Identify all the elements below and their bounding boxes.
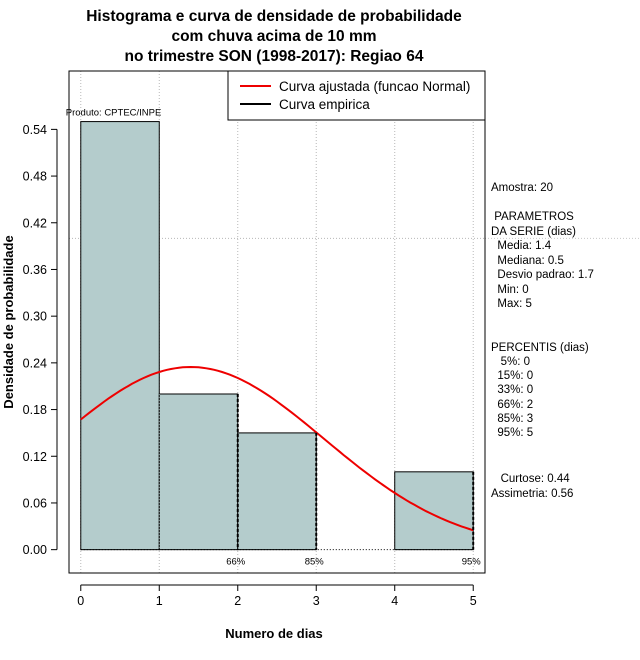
stat-max: Max: 5 (491, 298, 532, 310)
stat-curtose: Curtose: 0.44 (491, 473, 570, 485)
y-tick-label: 0.42 (23, 216, 47, 230)
histogram-bar (394, 471, 474, 551)
stat-percentis-title: PERCENTIS (dias) (491, 342, 589, 354)
percentile-label: 85% (305, 557, 325, 568)
x-tick-label: 3 (313, 594, 320, 608)
legend-label: Curva ajustada (funcao Normal) (279, 79, 470, 94)
stat-p66: 66%: 2 (491, 399, 534, 411)
chart-title-line: com chuva acima de 10 mm (171, 28, 376, 45)
x-tick-label: 2 (234, 594, 241, 608)
y-tick-label: 0.06 (23, 496, 47, 510)
y-tick-label: 0.00 (23, 543, 47, 557)
x-tick-label: 5 (470, 594, 477, 608)
stat-parametros-sub: DA SERIE (dias) (491, 226, 576, 238)
stat-mediana: Mediana: 0.5 (491, 255, 564, 267)
chart-title-line: no trimestre SON (1998-2017): Regiao 64 (125, 48, 424, 65)
stat-amostra: Amostra: 20 (491, 182, 553, 194)
x-tick-label: 0 (77, 594, 84, 608)
legend: Curva ajustada (funcao Normal) Curva empi… (227, 70, 486, 121)
y-tick-label: 0.54 (23, 123, 47, 137)
stat-p33: 33%: 0 (491, 384, 534, 396)
y-tick-label: 0.18 (23, 403, 47, 417)
stat-desvio: Desvio padrao: 1.7 (491, 269, 594, 281)
chart-title: Histograma e curva de densidade de proba… (86, 8, 462, 65)
stat-p5: 5%: 0 (491, 356, 530, 368)
percentile-label: 95% (462, 557, 482, 568)
y-tick-label: 0.48 (23, 170, 47, 184)
axes-layer: 0 1 2 3 4 5 Numero de dias 0.00 0.06 0.12 0.18 0.24… (1, 123, 477, 641)
stat-p15: 15%: 0 (491, 370, 534, 382)
stat-assimetria: Assimetria: 0.56 (491, 488, 574, 500)
stat-p85: 85%: 3 (491, 413, 534, 425)
curve-layer (80, 365, 474, 532)
histogram-bar (80, 121, 160, 551)
normal-fit-curve (80, 365, 474, 532)
histogram-bar (237, 432, 317, 551)
legend-box (227, 70, 486, 121)
x-tick-label: 4 (391, 594, 398, 608)
x-axis-label: Numero de dias (225, 626, 323, 641)
y-tick-label: 0.36 (23, 263, 47, 277)
percentile-markers: 66% 85% 95% Produto: CPTEC/INPE (66, 108, 482, 568)
chart-title-line: Histograma e curva de densidade de proba… (86, 8, 462, 25)
stat-p95: 95%: 5 (491, 427, 534, 439)
stat-parametros-title: PARAMETROS (491, 211, 574, 223)
y-tick-label: 0.24 (23, 356, 47, 370)
histogram-bar (158, 393, 239, 551)
product-label: Produto: CPTEC/INPE (66, 108, 162, 119)
y-tick-label: 0.30 (23, 310, 47, 324)
x-tick-label: 1 (156, 594, 163, 608)
bars-layer (80, 121, 474, 551)
y-axis-label: Densidade de probabilidade (1, 235, 16, 408)
percentile-label: 66% (226, 557, 246, 568)
y-tick-label: 0.12 (23, 450, 47, 464)
stat-min: Min: 0 (491, 284, 529, 296)
legend-label: Curva empirica (279, 97, 370, 112)
stat-media: Media: 1.4 (491, 240, 552, 252)
